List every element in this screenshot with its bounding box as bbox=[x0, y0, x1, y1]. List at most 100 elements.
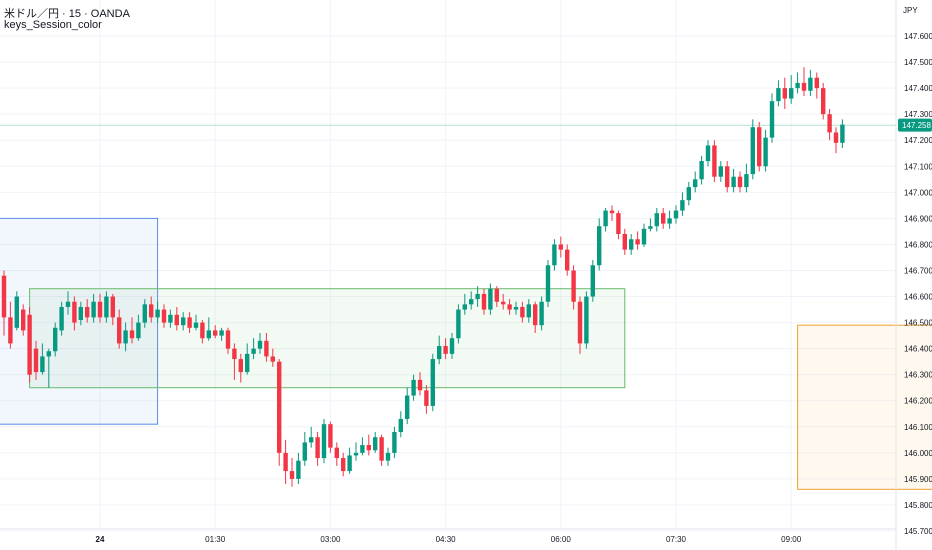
price-tick-label: 145.800 bbox=[904, 501, 932, 510]
candle-body bbox=[430, 359, 435, 406]
candle-body bbox=[33, 348, 39, 373]
candle-body bbox=[257, 340, 263, 349]
price-axis[interactable]: 145.700 145.800 145.900 146.000 146.100 146.2… bbox=[904, 32, 932, 536]
candle-body bbox=[91, 301, 96, 318]
candle bbox=[334, 442, 339, 466]
candle bbox=[46, 348, 51, 388]
candle-body bbox=[577, 301, 583, 344]
candle bbox=[609, 205, 615, 221]
candle-body bbox=[117, 317, 122, 344]
candle bbox=[347, 447, 352, 474]
candle bbox=[405, 387, 410, 425]
candle-body bbox=[373, 437, 378, 451]
candle-body bbox=[552, 244, 557, 266]
price-tick-label: 146.400 bbox=[904, 345, 932, 354]
candle bbox=[72, 296, 77, 331]
candle bbox=[661, 207, 666, 229]
candle bbox=[430, 353, 435, 412]
candle bbox=[21, 304, 26, 336]
candle bbox=[686, 181, 691, 206]
currency-label: JPY bbox=[903, 6, 918, 15]
candle bbox=[257, 333, 263, 354]
indicator-label[interactable]: keys_Session_color bbox=[4, 19, 102, 31]
candle bbox=[501, 293, 506, 310]
candle bbox=[142, 299, 147, 328]
candle bbox=[577, 296, 583, 354]
candle bbox=[590, 260, 595, 302]
candle bbox=[398, 411, 403, 438]
candle-body bbox=[296, 460, 301, 479]
candle-body bbox=[737, 176, 743, 188]
candle bbox=[725, 161, 730, 193]
candle bbox=[795, 72, 800, 94]
candle bbox=[718, 161, 723, 182]
candle bbox=[328, 421, 333, 453]
candle-body bbox=[65, 301, 71, 307]
candle bbox=[245, 343, 250, 375]
candle-body bbox=[507, 304, 512, 310]
candle bbox=[187, 312, 192, 334]
candle bbox=[385, 447, 391, 466]
symbol-title[interactable]: 米ドル／円 · 15 · OANDA bbox=[4, 8, 130, 20]
time-axis[interactable]: 24 01:30 03:00 04:30 06:00 07:30 09:00 bbox=[96, 535, 802, 544]
candle-body bbox=[763, 137, 768, 167]
candle-body bbox=[238, 359, 243, 373]
candle-body bbox=[801, 82, 807, 91]
candle-body bbox=[616, 213, 621, 235]
price-tick-label: 145.700 bbox=[904, 527, 932, 536]
candle-body bbox=[501, 301, 506, 305]
candle-body bbox=[142, 304, 147, 323]
candle bbox=[833, 127, 839, 154]
session-box-london bbox=[29, 288, 626, 389]
candle-body bbox=[443, 346, 448, 354]
candle bbox=[411, 374, 416, 401]
candle-body bbox=[277, 361, 282, 453]
candle bbox=[155, 301, 160, 323]
candle-body bbox=[392, 432, 397, 453]
candle bbox=[321, 418, 327, 464]
candle-body bbox=[321, 424, 327, 459]
candle-body bbox=[757, 127, 762, 167]
candlestick-series bbox=[1, 67, 845, 487]
candle-body bbox=[731, 176, 736, 188]
candle bbox=[366, 434, 371, 456]
candle-body bbox=[686, 187, 691, 201]
candle-body bbox=[110, 296, 115, 318]
price-tick-label: 146.900 bbox=[904, 214, 932, 223]
candle-body bbox=[59, 306, 64, 331]
candle bbox=[443, 338, 448, 360]
candle bbox=[597, 218, 602, 271]
candle bbox=[117, 309, 122, 349]
candle-body bbox=[27, 314, 32, 375]
candle-body bbox=[104, 296, 109, 318]
candle-body bbox=[545, 265, 551, 302]
time-tick-label: 01:30 bbox=[205, 535, 226, 544]
candle bbox=[520, 301, 525, 323]
candle-body bbox=[289, 471, 295, 479]
price-tick-label: 147.600 bbox=[904, 32, 932, 41]
candle bbox=[750, 119, 755, 180]
candle-body bbox=[360, 445, 365, 453]
candle-body bbox=[411, 379, 416, 396]
candle bbox=[801, 67, 807, 96]
candle-body bbox=[744, 174, 749, 188]
candle bbox=[673, 205, 679, 224]
candle-body bbox=[328, 424, 333, 448]
candle-body bbox=[341, 458, 346, 472]
candle bbox=[449, 333, 455, 360]
candle-body bbox=[635, 239, 640, 245]
candle bbox=[225, 327, 231, 354]
candle-body bbox=[597, 226, 602, 266]
candle bbox=[104, 291, 109, 323]
candle-body bbox=[718, 166, 723, 177]
candle bbox=[232, 343, 237, 380]
candle-body bbox=[609, 210, 615, 214]
candle bbox=[251, 338, 256, 360]
candle bbox=[309, 426, 314, 448]
candle bbox=[33, 340, 39, 380]
price-tick-label: 147.500 bbox=[904, 58, 932, 67]
candle bbox=[296, 452, 301, 485]
candle-body bbox=[40, 356, 45, 373]
candle-body bbox=[270, 356, 275, 362]
